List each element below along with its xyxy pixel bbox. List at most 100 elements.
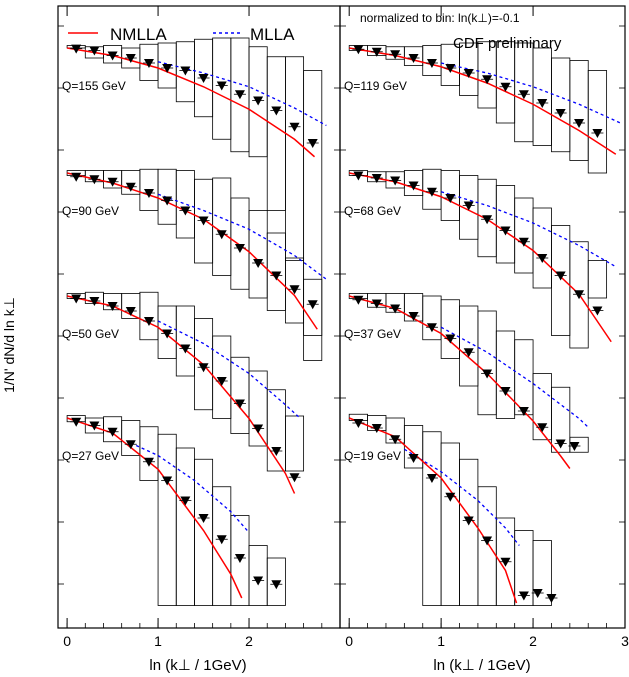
- x-tick-label-right-0: 0: [345, 633, 353, 649]
- uncertainty-box: [495, 41, 516, 124]
- curve-label: Q=27 GeV: [62, 449, 119, 463]
- data-point: [482, 75, 493, 85]
- uncertainty-box: [248, 370, 268, 447]
- legend-nmlla-label: NMLLA: [110, 25, 167, 44]
- data-point: [198, 363, 209, 373]
- data-point: [569, 442, 580, 451]
- data-point: [518, 407, 529, 416]
- data-point: [390, 176, 401, 186]
- data-point: [555, 439, 566, 449]
- data-point: [253, 96, 264, 106]
- x-tick-label-right-3: 3: [621, 633, 629, 649]
- x-axis-label-left: ln (k⊥ / 1GeV): [149, 657, 246, 674]
- curve-group-q-19-gev: Q=19 GeV: [344, 413, 558, 606]
- data-point: [216, 230, 227, 240]
- mlla-curve: [130, 442, 248, 531]
- data-point: [198, 74, 209, 83]
- uncertainty-box: [422, 295, 442, 341]
- data-point: [307, 139, 318, 148]
- data-point: [162, 476, 173, 486]
- curve-label: Q=90 GeV: [62, 204, 119, 218]
- data-point: [353, 171, 364, 181]
- data-point: [353, 45, 364, 55]
- uncertainty-box: [285, 415, 305, 472]
- data-point: [271, 271, 282, 281]
- data-point: [482, 536, 493, 546]
- mlla-curve: [157, 193, 327, 280]
- uncertainty-box: [551, 386, 571, 453]
- mlla-curve: [404, 448, 520, 546]
- data-point: [107, 302, 118, 311]
- curve-label: Q=68 GeV: [344, 204, 401, 218]
- data-point: [532, 589, 543, 598]
- data-point: [371, 47, 382, 57]
- uncertainty-box: [422, 431, 442, 606]
- data-point: [71, 44, 82, 54]
- curve-group-q-119-gev: Q=119 GeV: [344, 41, 621, 174]
- uncertainty-box: [532, 540, 552, 606]
- data-point: [408, 454, 419, 463]
- data-point: [198, 514, 209, 523]
- data-point: [271, 580, 282, 590]
- data-point: [180, 496, 191, 506]
- data-point: [143, 317, 154, 326]
- data-point: [408, 312, 419, 321]
- data-point: [390, 304, 401, 314]
- data-point: [234, 90, 245, 100]
- uncertainty-box: [139, 291, 159, 341]
- uncertainty-box: [477, 486, 497, 606]
- mlla-curve: [157, 320, 300, 418]
- data-point: [71, 294, 82, 304]
- data-point: [271, 447, 282, 456]
- data-point: [107, 177, 118, 187]
- data-point: [89, 421, 100, 431]
- uncertainty-box: [477, 310, 497, 416]
- nmlla-curve: [66, 295, 296, 494]
- data-point: [216, 377, 227, 386]
- data-point: [125, 307, 136, 316]
- chart-panels: Q=155 GeV Q=90 GeV Q=50 GeV Q=27 GeV Q=119 G…: [62, 37, 621, 606]
- data-point: [71, 172, 82, 182]
- uncertainty-box: [175, 447, 195, 606]
- uncertainty-box: [569, 436, 589, 453]
- data-point: [89, 297, 100, 306]
- uncertainty-box: [157, 433, 177, 606]
- uncertainty-box: [587, 260, 608, 299]
- data-point: [180, 206, 191, 216]
- data-point: [574, 290, 585, 300]
- curve-group-q-155-gev: Q=155 GeV: [62, 37, 327, 361]
- data-point: [289, 122, 300, 132]
- data-point: [408, 54, 419, 63]
- data-point: [537, 423, 548, 433]
- uncertainty-box: [230, 197, 250, 290]
- curve-label: Q=50 GeV: [62, 327, 119, 341]
- data-point: [537, 99, 548, 108]
- data-point: [353, 295, 364, 305]
- data-point: [482, 369, 493, 379]
- data-point: [463, 516, 474, 526]
- data-point: [500, 557, 511, 567]
- data-point: [289, 285, 300, 295]
- curve-group-q-68-gev: Q=68 GeV: [344, 168, 617, 349]
- data-point: [234, 244, 245, 253]
- data-point: [234, 554, 245, 563]
- data-point: [162, 196, 173, 206]
- nmlla-curve: [66, 47, 316, 158]
- data-point: [445, 334, 456, 344]
- data-point: [143, 189, 154, 198]
- data-point: [216, 535, 227, 545]
- uncertainty-box: [569, 60, 589, 161]
- mlla-curve: [440, 326, 589, 428]
- data-point: [426, 474, 437, 483]
- uncertainty-box: [587, 70, 608, 174]
- curve-group-q-50-gev: Q=50 GeV: [62, 291, 305, 494]
- data-point: [546, 594, 557, 603]
- data-point: [537, 254, 548, 263]
- data-point: [107, 51, 118, 61]
- data-point: [289, 473, 300, 483]
- mlla-curve: [440, 191, 617, 268]
- uncertainty-box: [551, 57, 571, 153]
- data-point: [143, 457, 154, 467]
- data-point: [482, 215, 493, 225]
- data-point: [500, 82, 511, 92]
